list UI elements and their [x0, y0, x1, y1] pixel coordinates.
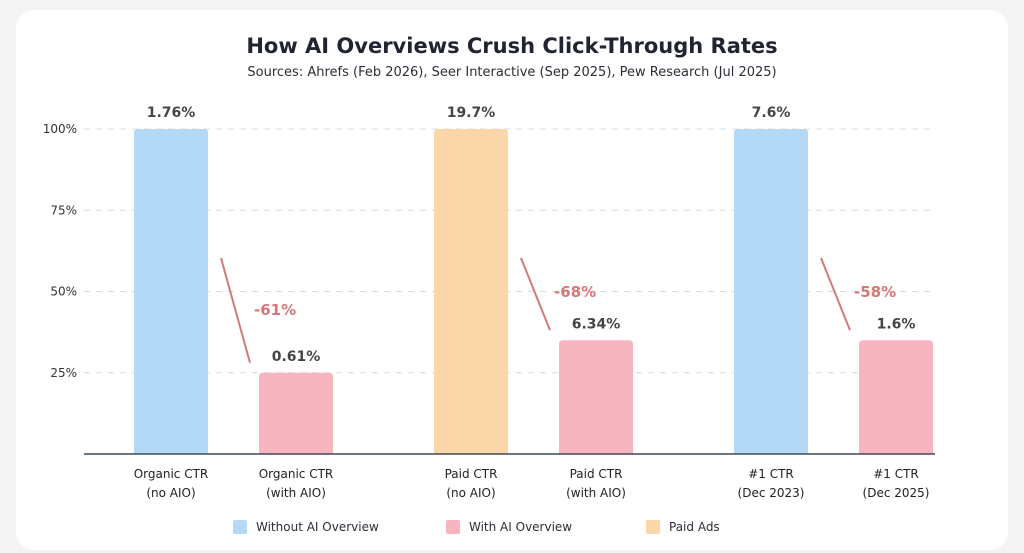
y-tick-label: 75% — [50, 203, 77, 217]
x-category-label: Paid CTR — [445, 467, 498, 481]
legend-item-with-ai: With AI Overview — [446, 520, 572, 534]
chart-subtitle: Sources: Ahrefs (Feb 2026), Seer Interac… — [247, 65, 777, 80]
x-category-sublabel: (no AIO) — [146, 486, 195, 500]
bar — [134, 129, 208, 454]
legend-label-without-ai: Without AI Overview — [256, 520, 379, 534]
drop-percent-label: -58% — [854, 283, 896, 301]
x-category-label: #1 CTR — [873, 467, 919, 481]
x-category-label: Organic CTR — [134, 467, 209, 481]
drop-percent-label: -61% — [254, 301, 296, 319]
legend-swatch-with-ai — [446, 520, 460, 534]
bar-value-label: 19.7% — [447, 105, 496, 121]
chart-title: How AI Overviews Crush Click-Through Rat… — [246, 34, 778, 58]
y-tick-label: 100% — [43, 122, 77, 136]
bar — [734, 129, 808, 454]
drop-percent-label: -68% — [554, 283, 596, 301]
x-category-sublabel: (Dec 2023) — [738, 486, 805, 500]
bar-value-label: 1.76% — [147, 105, 196, 121]
bar-value-label: 1.6% — [877, 316, 916, 332]
legend-item-without-ai: Without AI Overview — [233, 520, 379, 534]
x-category-label: #1 CTR — [748, 467, 794, 481]
drop-indicator-line — [220, 257, 251, 364]
chart-legend: Without AI Overview With AI Overview Pai… — [0, 520, 1024, 538]
bar — [259, 372, 333, 454]
bar — [559, 340, 633, 454]
bar — [434, 129, 508, 454]
bar — [859, 340, 933, 454]
x-category-sublabel: (no AIO) — [446, 486, 495, 500]
legend-label-paid-ads: Paid Ads — [669, 520, 720, 534]
x-category-sublabel: (with AIO) — [566, 486, 626, 500]
legend-item-paid-ads: Paid Ads — [646, 520, 720, 534]
bar-value-label: 6.34% — [572, 316, 621, 332]
x-category-sublabel: (with AIO) — [266, 486, 326, 500]
x-category-label: Paid CTR — [570, 467, 623, 481]
x-category-label: Organic CTR — [259, 467, 334, 481]
legend-swatch-without-ai — [233, 520, 247, 534]
drop-indicator-line — [820, 257, 851, 331]
legend-swatch-paid-ads — [646, 520, 660, 534]
drop-indicator-line — [520, 257, 551, 331]
x-category-sublabel: (Dec 2025) — [863, 486, 930, 500]
y-tick-label: 50% — [50, 285, 77, 299]
y-tick-label: 25% — [50, 366, 77, 380]
bar-value-label: 7.6% — [752, 105, 791, 121]
bar-value-label: 0.61% — [272, 349, 321, 365]
legend-label-with-ai: With AI Overview — [469, 520, 573, 534]
